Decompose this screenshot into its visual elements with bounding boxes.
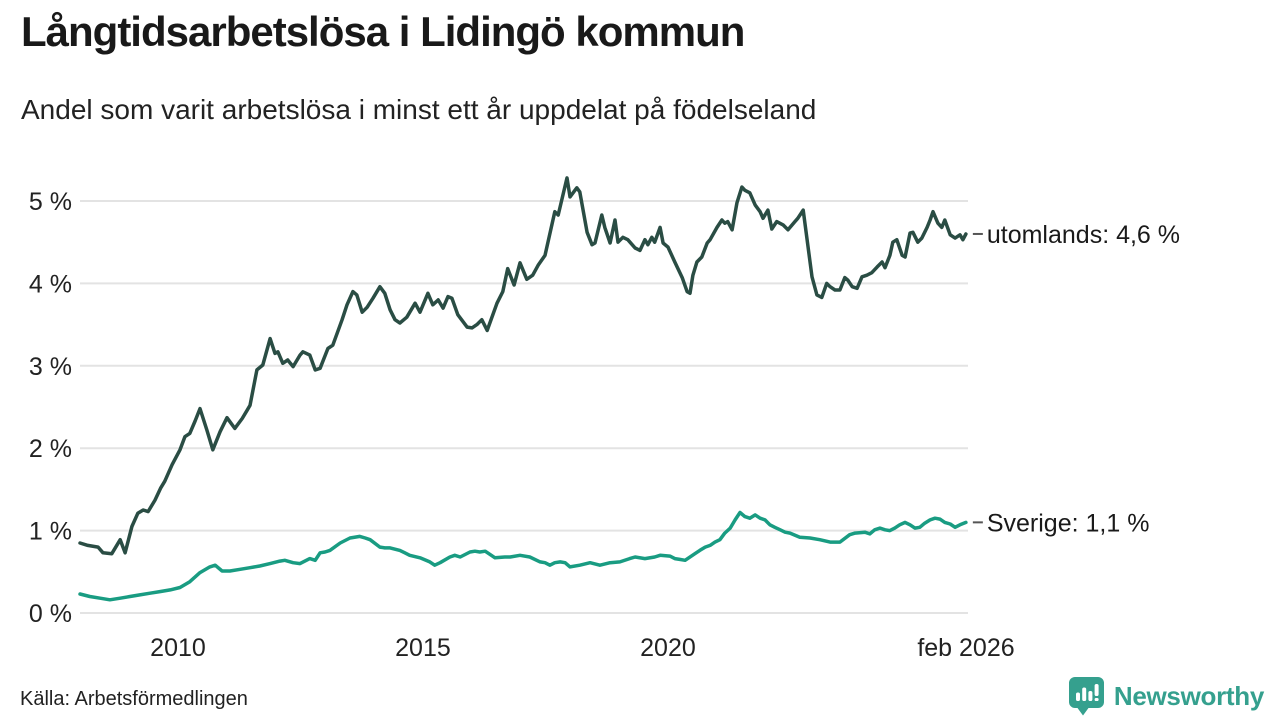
line-chart: 0 %1 %2 %3 %4 %5 % 2010 2015 2020 feb 2026 …: [29, 176, 1180, 662]
x-tick-label: 2010: [150, 634, 206, 662]
brand-name: Newsworthy: [1113, 680, 1264, 711]
series-line-sverige: [78, 510, 968, 602]
y-tick-label: 3 %: [29, 353, 72, 381]
x-tick-label: 2020: [640, 634, 696, 662]
gridlines: [80, 200, 968, 614]
x-tick-label: feb 2026: [917, 634, 1014, 662]
bar-chart-glyph: [1075, 684, 1099, 701]
y-tick-label: 1 %: [29, 518, 72, 546]
y-tick-label: 4 %: [29, 270, 72, 298]
y-axis-labels: 0 % 1 % 2 % 3 % 4 % 5 %: [29, 188, 72, 628]
y-tick-label: 0 %: [29, 600, 72, 628]
source-note: Källa: Arbetsförmedlingen: [20, 688, 248, 710]
series-end-labels: utomlands: 4,6 % Sverige: 1,1 %: [972, 221, 1180, 537]
chart-title: Långtidsarbetslösa i Lidingö kommun: [21, 8, 745, 55]
series-lines: [78, 176, 968, 602]
series-label-utomlands: utomlands: 4,6 %: [987, 221, 1180, 249]
y-tick-label: 2 %: [29, 435, 72, 463]
newsworthy-logo-icon: [1068, 677, 1104, 716]
x-tick-label: 2015: [395, 634, 451, 662]
x-axis-labels: 2010 2015 2020 feb 2026: [150, 634, 1014, 662]
series-line-utomlands: [78, 176, 968, 556]
newsworthy-logo[interactable]: Newsworthy: [1068, 676, 1264, 716]
speech-bubble-shape: [1068, 677, 1104, 716]
series-label-sverige: Sverige: 1,1 %: [987, 509, 1150, 537]
y-tick-label: 5 %: [29, 188, 72, 216]
chart-subtitle: Andel som varit arbetslösa i minst ett å…: [21, 94, 817, 125]
